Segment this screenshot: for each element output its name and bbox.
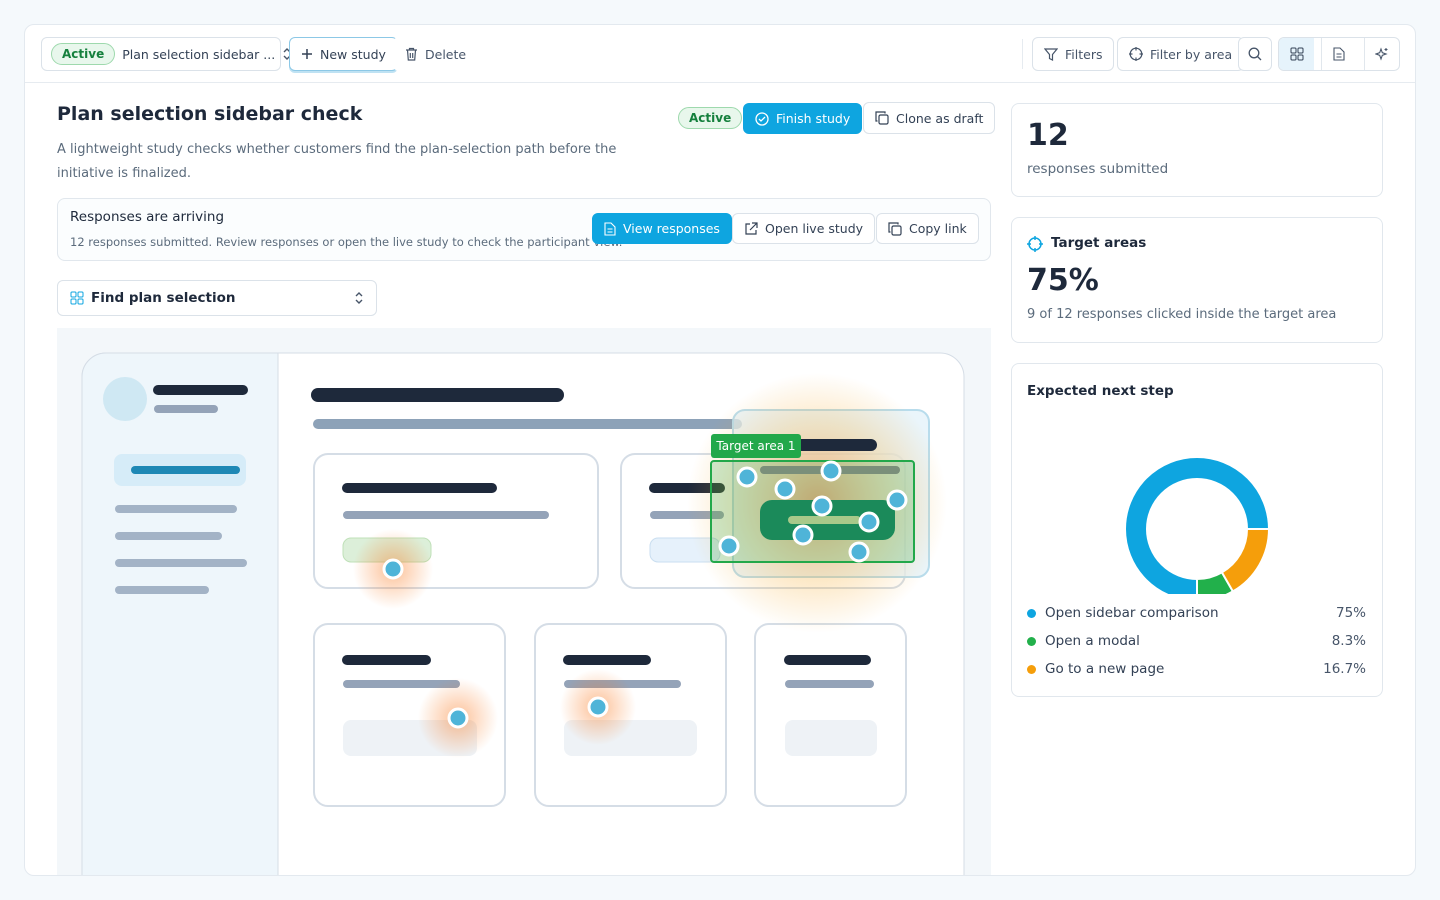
- view-responses-label: View responses: [623, 221, 720, 236]
- filters-label: Filters: [1065, 46, 1103, 62]
- study-select[interactable]: Active Plan selection sidebar ...: [41, 37, 291, 71]
- check-icon: [755, 111, 769, 126]
- grid-icon: [70, 291, 84, 305]
- donut-segment: [1220, 528, 1271, 593]
- new-study-button[interactable]: New study: [289, 37, 398, 71]
- new-study-label: New study: [320, 46, 386, 62]
- document-icon: [604, 221, 616, 236]
- delete-button[interactable]: Delete: [393, 37, 479, 71]
- copy-link-label: Copy link: [909, 221, 967, 236]
- legend-label: Go to a new page: [1045, 661, 1165, 677]
- chart-card: Expected next step Open sidebar comparis…: [1011, 363, 1383, 697]
- grid-icon: [1290, 47, 1304, 61]
- responses-label: responses submitted: [1027, 161, 1169, 177]
- filter-by-area-label: Filter by area: [1150, 46, 1233, 62]
- legend-value: 16.7%: [1323, 661, 1366, 677]
- legend-label: Open sidebar comparison: [1045, 605, 1219, 621]
- toolbar-border: [25, 82, 1415, 83]
- notice-banner: Responses are arriving 12 responses subm…: [57, 198, 991, 261]
- ai-view-button[interactable]: [1363, 38, 1399, 70]
- task-label: Find plan selection: [91, 290, 236, 306]
- view-switch: [1278, 37, 1400, 71]
- study-title: Plan selection sidebar check: [57, 103, 363, 125]
- chevron-icon: [355, 292, 363, 304]
- grid-view-button[interactable]: [1279, 38, 1315, 70]
- target-label: 9 of 12 responses clicked inside the tar…: [1027, 307, 1337, 322]
- legend-dot: [1027, 664, 1036, 674]
- legend-dot: [1027, 636, 1036, 646]
- task-select[interactable]: Find plan selection: [57, 280, 377, 316]
- external-icon: [745, 221, 758, 235]
- clone-button[interactable]: Clone as draft: [863, 102, 996, 134]
- sparkle-icon: [1374, 47, 1388, 61]
- finish-study-label: Finish study: [776, 111, 851, 126]
- search-icon: [1248, 47, 1262, 61]
- legend-value: 8.3%: [1331, 633, 1366, 649]
- copy-icon: [888, 221, 902, 236]
- target-card: Target areas 75% 9 of 12 responses click…: [1011, 217, 1383, 343]
- legend-item: Go to a new page 16.7%: [1027, 659, 1366, 679]
- trash-icon: [406, 47, 417, 61]
- responses-count: 12: [1027, 118, 1069, 153]
- mock-sidebar: [81, 352, 279, 875]
- document-icon: [1333, 47, 1345, 61]
- app-window: Active Plan selection sidebar ... New st…: [24, 24, 1416, 876]
- legend-item: Open sidebar comparison 75%: [1027, 603, 1366, 623]
- responses-card: 12 responses submitted: [1011, 103, 1383, 197]
- status-badge: Active: [51, 43, 116, 65]
- copy-link-button[interactable]: Copy link: [876, 213, 979, 244]
- delete-label: Delete: [425, 46, 467, 62]
- donut-chart: [1124, 456, 1271, 594]
- divider: [1022, 39, 1023, 69]
- donut-segment: [1124, 456, 1271, 594]
- notice-text: 12 responses submitted. Review responses…: [70, 235, 623, 249]
- search-button[interactable]: [1238, 37, 1272, 71]
- legend-label: Open a modal: [1045, 633, 1140, 649]
- study-name: Plan selection sidebar ...: [122, 46, 276, 62]
- legend-item: Open a modal 8.3%: [1027, 631, 1366, 651]
- study-description: A lightweight study checks whether custo…: [57, 142, 617, 181]
- notice-title: Responses are arriving: [70, 209, 225, 225]
- filter-by-area-button[interactable]: Filter by area: [1117, 37, 1245, 71]
- filter-icon: [1044, 47, 1058, 61]
- copy-icon: [875, 111, 889, 125]
- target-title: Target areas: [1051, 235, 1147, 251]
- clone-label: Clone as draft: [896, 110, 984, 126]
- chart-title: Expected next step: [1027, 383, 1174, 399]
- target-value: 75%: [1027, 263, 1099, 298]
- heatmap: Target area 1: [57, 328, 991, 875]
- legend-value: 75%: [1335, 605, 1366, 621]
- plus-icon: [302, 49, 312, 59]
- filters-button[interactable]: Filters: [1032, 37, 1115, 71]
- finish-study-button[interactable]: Finish study: [743, 103, 863, 134]
- open-live-study-label: Open live study: [765, 221, 864, 236]
- view-responses-button[interactable]: View responses: [592, 213, 732, 244]
- open-live-study-button[interactable]: Open live study: [732, 213, 876, 244]
- click-points: [382, 460, 908, 729]
- legend-dot: [1027, 608, 1036, 618]
- study-status: Active: [678, 107, 743, 129]
- target-icon: [1129, 47, 1143, 61]
- target-area-label: Target area 1: [715, 439, 795, 453]
- target-icon: [1027, 236, 1043, 252]
- document-view-button[interactable]: [1321, 38, 1356, 70]
